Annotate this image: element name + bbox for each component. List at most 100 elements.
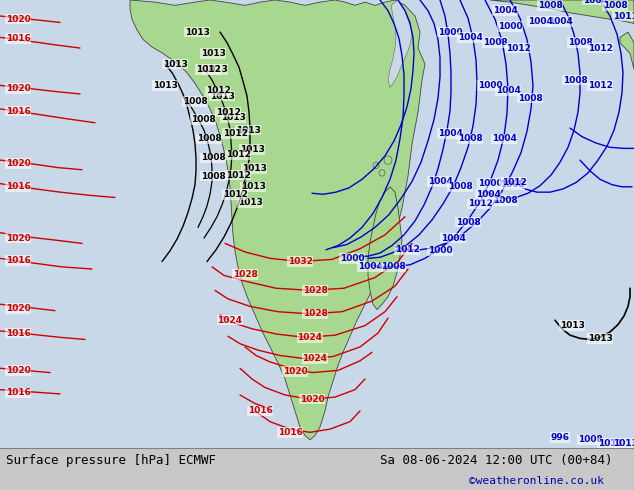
Text: 1013: 1013	[200, 49, 226, 58]
Text: 1013: 1013	[153, 81, 178, 90]
Text: 1008: 1008	[200, 172, 225, 181]
Text: 1011: 1011	[612, 11, 634, 21]
Text: 1008: 1008	[538, 1, 562, 10]
Text: 1012: 1012	[394, 245, 420, 254]
Text: 1008: 1008	[183, 97, 207, 106]
Text: 1013: 1013	[588, 334, 612, 343]
Text: 1013: 1013	[238, 198, 262, 207]
Text: 1020: 1020	[6, 234, 30, 243]
Text: 1016: 1016	[247, 407, 273, 416]
Text: 1020: 1020	[283, 367, 307, 376]
Text: 1011: 1011	[598, 439, 623, 447]
Text: 1008: 1008	[200, 153, 225, 163]
Text: 1000: 1000	[437, 27, 462, 37]
Text: 1004: 1004	[583, 0, 607, 4]
Text: 1008: 1008	[500, 180, 524, 189]
Text: 1016: 1016	[6, 329, 30, 338]
Text: 1008: 1008	[456, 218, 481, 226]
Text: 1020: 1020	[6, 15, 30, 24]
Text: 1020: 1020	[300, 395, 325, 404]
Text: 1012: 1012	[226, 150, 250, 159]
Text: 1016: 1016	[6, 34, 30, 43]
Text: 1028: 1028	[302, 286, 327, 295]
Text: 1012: 1012	[505, 44, 531, 52]
Text: Surface pressure [hPa] ECMWF: Surface pressure [hPa] ECMWF	[6, 454, 216, 466]
Text: 1013: 1013	[202, 65, 228, 74]
Text: 1013: 1013	[240, 145, 264, 154]
Text: 1013: 1013	[221, 113, 245, 122]
Text: 1012: 1012	[588, 44, 612, 52]
Text: 1004: 1004	[548, 17, 573, 26]
Text: 1008: 1008	[517, 94, 542, 103]
Polygon shape	[130, 0, 425, 440]
Text: 1016: 1016	[6, 106, 30, 116]
Text: 1012: 1012	[226, 171, 250, 179]
Text: 1000: 1000	[477, 81, 502, 90]
Text: 1008: 1008	[197, 134, 221, 143]
Text: 1000: 1000	[428, 246, 452, 255]
Text: 1020: 1020	[6, 84, 30, 93]
Text: 1024: 1024	[302, 354, 328, 363]
Text: 1004: 1004	[358, 262, 382, 271]
Text: 1013: 1013	[240, 182, 266, 191]
Text: 1012: 1012	[195, 65, 221, 74]
Text: 1012: 1012	[467, 199, 493, 208]
Text: 1020: 1020	[6, 304, 30, 313]
Text: 1013: 1013	[210, 92, 235, 100]
Text: 1004: 1004	[458, 33, 482, 42]
Circle shape	[384, 156, 392, 165]
Text: 1028: 1028	[233, 270, 257, 279]
Text: 1004: 1004	[441, 234, 465, 243]
Text: 1008: 1008	[482, 38, 507, 47]
Text: 1008: 1008	[191, 115, 216, 124]
Text: 1020: 1020	[6, 366, 30, 375]
Text: 1008: 1008	[493, 196, 517, 205]
Text: 1013: 1013	[560, 321, 585, 330]
Text: 1004: 1004	[493, 6, 517, 15]
Text: 1008: 1008	[448, 182, 472, 191]
Text: 1008: 1008	[603, 1, 628, 10]
Text: 1004: 1004	[527, 17, 552, 26]
Text: 1012: 1012	[216, 108, 240, 117]
Text: 1012: 1012	[501, 178, 526, 187]
Text: 1012: 1012	[223, 129, 247, 138]
Text: 1028: 1028	[302, 309, 327, 318]
Text: 1000: 1000	[340, 254, 365, 263]
Polygon shape	[490, 0, 634, 24]
Text: 1013: 1013	[612, 439, 634, 447]
FancyBboxPatch shape	[0, 0, 634, 448]
Text: 1008: 1008	[567, 38, 592, 47]
Text: 1016: 1016	[278, 428, 302, 437]
Text: 1008: 1008	[562, 75, 587, 85]
Text: 1013: 1013	[242, 164, 266, 173]
Text: 1004: 1004	[476, 190, 500, 199]
Text: 1008: 1008	[380, 262, 405, 271]
Text: 1020: 1020	[6, 159, 30, 168]
Text: Sa 08-06-2024 12:00 UTC (00+84): Sa 08-06-2024 12:00 UTC (00+84)	[380, 454, 613, 466]
Text: 1004: 1004	[491, 134, 517, 143]
Text: 1016: 1016	[6, 389, 30, 397]
Text: 1008: 1008	[578, 435, 602, 444]
Text: 1012: 1012	[223, 190, 247, 199]
Text: 1000: 1000	[498, 22, 522, 31]
Text: 1024: 1024	[217, 316, 242, 325]
Circle shape	[379, 170, 385, 176]
Circle shape	[373, 162, 379, 169]
Text: 996: 996	[550, 433, 569, 442]
Text: 1004: 1004	[427, 177, 453, 186]
Text: 1012: 1012	[588, 81, 612, 90]
Polygon shape	[368, 187, 402, 310]
Text: 1012: 1012	[205, 86, 230, 95]
Text: 1032: 1032	[288, 257, 313, 266]
Polygon shape	[620, 32, 634, 70]
Text: 1024: 1024	[297, 333, 323, 342]
Text: ©weatheronline.co.uk: ©weatheronline.co.uk	[469, 476, 604, 486]
Text: 1016: 1016	[6, 182, 30, 191]
Text: 1013: 1013	[162, 60, 188, 69]
Text: 1013: 1013	[184, 27, 209, 37]
Polygon shape	[388, 0, 412, 88]
Text: 1016: 1016	[6, 256, 30, 265]
Text: 1013: 1013	[236, 126, 261, 135]
Text: 1004: 1004	[437, 129, 462, 138]
Text: 1004: 1004	[496, 86, 521, 95]
